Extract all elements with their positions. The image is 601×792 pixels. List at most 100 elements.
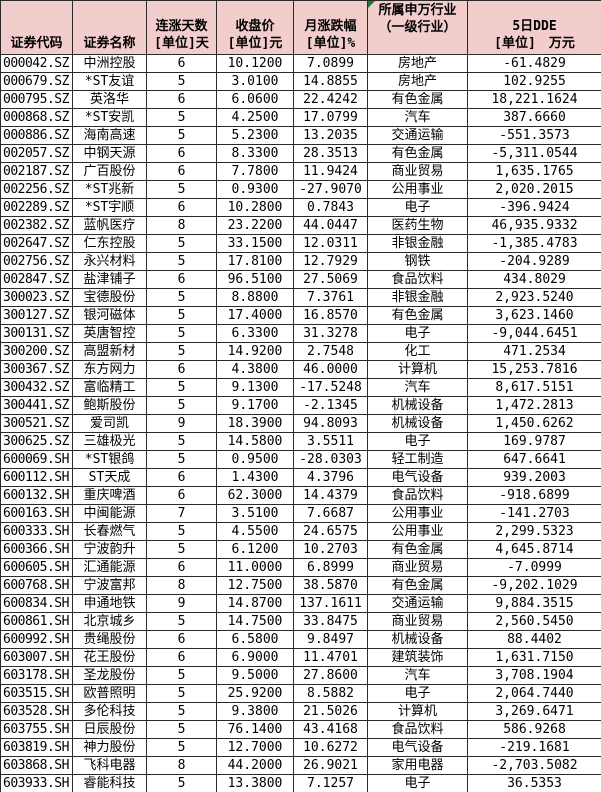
cell-security-code[interactable]: 300432.SZ xyxy=(0,378,73,397)
cell-security-name[interactable]: 英洛华 xyxy=(72,90,147,109)
col-header-rising-days[interactable]: 连涨天数 [单位]天 xyxy=(146,0,217,55)
cell-security-code[interactable]: 600768.SH xyxy=(0,576,73,595)
cell-industry[interactable]: 公用事业 xyxy=(367,504,468,523)
cell-monthly-change[interactable]: 14.4379 xyxy=(293,486,368,505)
cell-monthly-change[interactable]: 4.3796 xyxy=(293,468,368,487)
cell-dde[interactable]: 647.6641 xyxy=(467,450,601,469)
cell-close-price[interactable]: 1.4300 xyxy=(216,468,294,487)
cell-industry[interactable]: 计算机 xyxy=(367,702,468,721)
cell-security-name[interactable]: 汇通能源 xyxy=(72,558,147,577)
cell-industry[interactable]: 房地产 xyxy=(367,54,468,73)
cell-rising-days[interactable]: 6 xyxy=(146,162,217,181)
cell-security-name[interactable]: 中钢天源 xyxy=(72,144,147,163)
cell-dde[interactable]: -2,703.5082 xyxy=(467,756,601,775)
cell-industry[interactable]: 有色金属 xyxy=(367,576,468,595)
cell-dde[interactable]: 15,253.7816 xyxy=(467,360,601,379)
cell-security-name[interactable]: 海南高速 xyxy=(72,126,147,145)
cell-monthly-change[interactable]: 7.1257 xyxy=(293,774,368,792)
cell-monthly-change[interactable]: 11.4701 xyxy=(293,648,368,667)
cell-rising-days[interactable]: 5 xyxy=(146,738,217,757)
cell-industry[interactable]: 家用电器 xyxy=(367,756,468,775)
cell-industry[interactable]: 电子 xyxy=(367,684,468,703)
cell-rising-days[interactable]: 5 xyxy=(146,180,217,199)
cell-industry[interactable]: 有色金属 xyxy=(367,306,468,325)
cell-dde[interactable]: -1,385.4783 xyxy=(467,234,601,253)
cell-dde[interactable]: -204.9289 xyxy=(467,252,601,271)
cell-rising-days[interactable]: 6 xyxy=(146,198,217,217)
cell-security-name[interactable]: 鲍斯股份 xyxy=(72,396,147,415)
cell-monthly-change[interactable]: 14.8855 xyxy=(293,72,368,91)
cell-security-code[interactable]: 603178.SH xyxy=(0,666,73,685)
cell-security-code[interactable]: 600333.SH xyxy=(0,522,73,541)
cell-close-price[interactable]: 9.1700 xyxy=(216,396,294,415)
cell-monthly-change[interactable]: 10.2703 xyxy=(293,540,368,559)
cell-security-code[interactable]: 002289.SZ xyxy=(0,198,73,217)
cell-industry[interactable]: 房地产 xyxy=(367,72,468,91)
cell-dde[interactable]: 9,884.3515 xyxy=(467,594,601,613)
cell-industry[interactable]: 食品饮料 xyxy=(367,486,468,505)
cell-rising-days[interactable]: 9 xyxy=(146,594,217,613)
cell-security-name[interactable]: 北京城乡 xyxy=(72,612,147,631)
cell-rising-days[interactable]: 6 xyxy=(146,90,217,109)
cell-close-price[interactable]: 76.1400 xyxy=(216,720,294,739)
cell-security-name[interactable]: 申通地铁 xyxy=(72,594,147,613)
cell-rising-days[interactable]: 6 xyxy=(146,486,217,505)
cell-monthly-change[interactable]: 12.7929 xyxy=(293,252,368,271)
cell-security-code[interactable]: 600069.SH xyxy=(0,450,73,469)
cell-industry[interactable]: 公用事业 xyxy=(367,180,468,199)
cell-industry[interactable]: 医药生物 xyxy=(367,216,468,235)
cell-industry[interactable]: 电子 xyxy=(367,774,468,792)
col-header-code[interactable]: 证券代码 xyxy=(0,0,73,55)
cell-industry[interactable]: 公用事业 xyxy=(367,522,468,541)
cell-security-code[interactable]: 603528.SH xyxy=(0,702,73,721)
cell-security-code[interactable]: 603868.SH xyxy=(0,756,73,775)
cell-security-name[interactable]: 中闽能源 xyxy=(72,504,147,523)
col-header-dde[interactable]: 5日DDE [单位] 万元 xyxy=(467,0,601,55)
cell-dde[interactable]: 88.4402 xyxy=(467,630,601,649)
cell-rising-days[interactable]: 6 xyxy=(146,630,217,649)
cell-dde[interactable]: 8,617.5151 xyxy=(467,378,601,397)
cell-monthly-change[interactable]: 7.3761 xyxy=(293,288,368,307)
cell-monthly-change[interactable]: 33.8475 xyxy=(293,612,368,631)
cell-industry[interactable]: 建筑装饰 xyxy=(367,648,468,667)
cell-monthly-change[interactable]: 26.9021 xyxy=(293,756,368,775)
cell-industry[interactable]: 汽车 xyxy=(367,108,468,127)
cell-dde[interactable]: 36.5353 xyxy=(467,774,601,792)
cell-security-code[interactable]: 000679.SZ xyxy=(0,72,73,91)
cell-rising-days[interactable]: 8 xyxy=(146,756,217,775)
cell-dde[interactable]: 46,935.9332 xyxy=(467,216,601,235)
cell-close-price[interactable]: 9.3800 xyxy=(216,702,294,721)
cell-security-name[interactable]: ST天成 xyxy=(72,468,147,487)
cell-security-code[interactable]: 600366.SH xyxy=(0,540,73,559)
cell-security-code[interactable]: 600834.SH xyxy=(0,594,73,613)
cell-rising-days[interactable]: 5 xyxy=(146,378,217,397)
cell-industry[interactable]: 食品饮料 xyxy=(367,270,468,289)
cell-security-name[interactable]: 英唐智控 xyxy=(72,324,147,343)
cell-monthly-change[interactable]: 17.0799 xyxy=(293,108,368,127)
cell-industry[interactable]: 机械设备 xyxy=(367,396,468,415)
cell-close-price[interactable]: 11.0000 xyxy=(216,558,294,577)
cell-dde[interactable]: 2,299.5323 xyxy=(467,522,601,541)
cell-security-name[interactable]: 睿能科技 xyxy=(72,774,147,792)
cell-dde[interactable]: 2,560.5450 xyxy=(467,612,601,631)
cell-rising-days[interactable]: 6 xyxy=(146,648,217,667)
cell-rising-days[interactable]: 8 xyxy=(146,216,217,235)
cell-monthly-change[interactable]: -27.9070 xyxy=(293,180,368,199)
cell-dde[interactable]: -141.2703 xyxy=(467,504,601,523)
cell-industry[interactable]: 机械设备 xyxy=(367,630,468,649)
cell-rising-days[interactable]: 6 xyxy=(146,558,217,577)
cell-close-price[interactable]: 14.5800 xyxy=(216,432,294,451)
cell-security-name[interactable]: 重庆啤酒 xyxy=(72,486,147,505)
cell-security-code[interactable]: 603755.SH xyxy=(0,720,73,739)
cell-rising-days[interactable]: 5 xyxy=(146,684,217,703)
cell-rising-days[interactable]: 5 xyxy=(146,702,217,721)
cell-industry[interactable]: 商业贸易 xyxy=(367,558,468,577)
cell-rising-days[interactable]: 6 xyxy=(146,54,217,73)
cell-close-price[interactable]: 10.2800 xyxy=(216,198,294,217)
cell-industry[interactable]: 有色金属 xyxy=(367,144,468,163)
cell-security-code[interactable]: 603007.SH xyxy=(0,648,73,667)
cell-security-code[interactable]: 002057.SZ xyxy=(0,144,73,163)
cell-security-name[interactable]: *ST兆新 xyxy=(72,180,147,199)
cell-security-name[interactable]: 多伦科技 xyxy=(72,702,147,721)
cell-security-code[interactable]: 603933.SH xyxy=(0,774,73,792)
